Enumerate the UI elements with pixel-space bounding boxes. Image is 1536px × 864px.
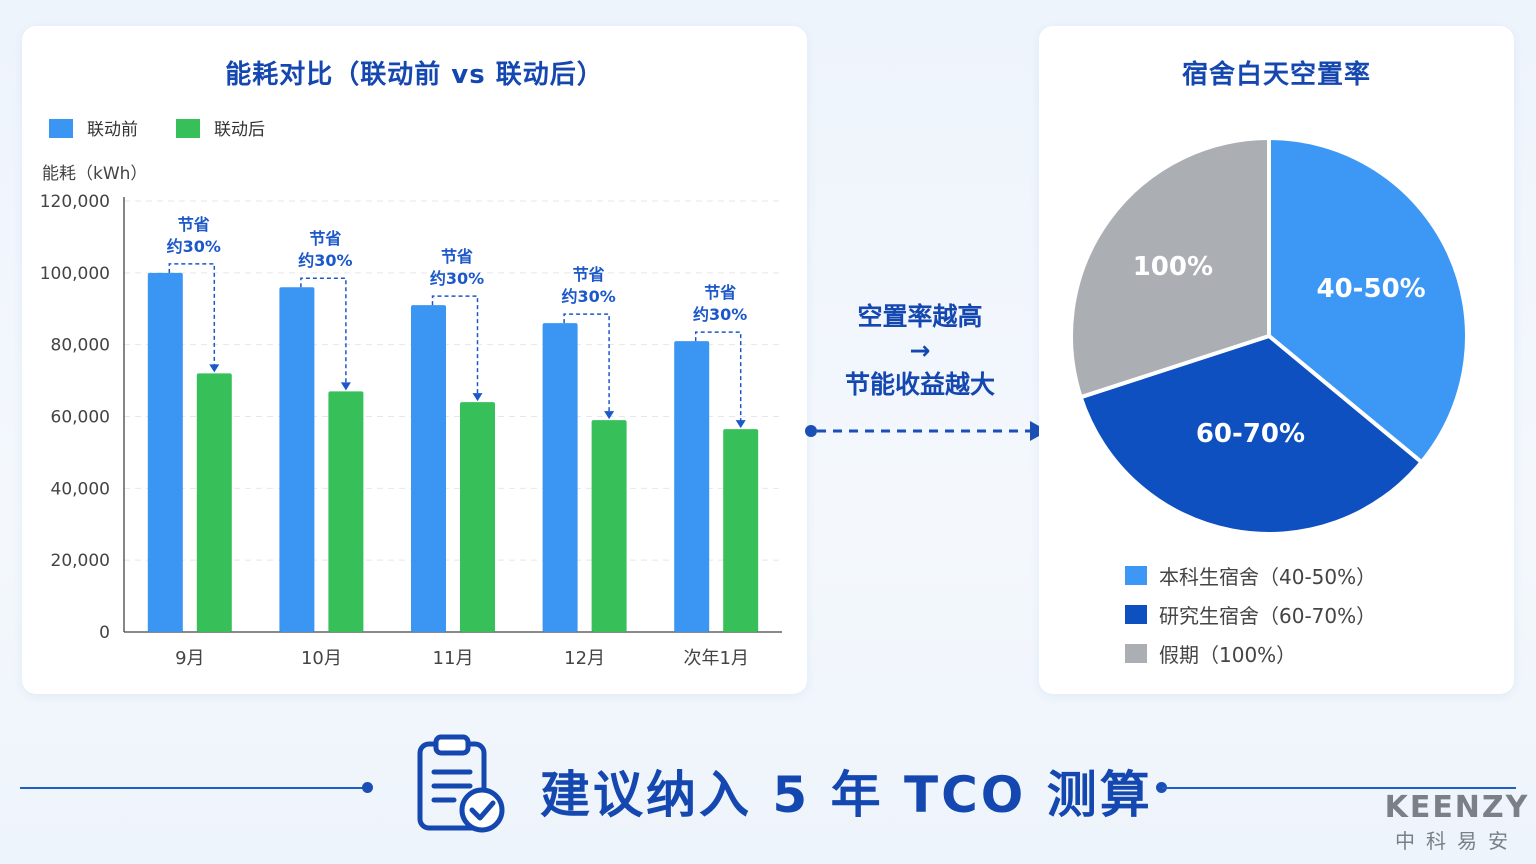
y-tick-label: 0	[99, 623, 110, 643]
middle-line-2: 节能收益越大	[844, 370, 995, 399]
middle-arrow: →	[909, 336, 931, 365]
legend-swatch-after	[176, 119, 200, 138]
y-tick-label: 100,000	[40, 264, 110, 284]
bar-before	[542, 323, 578, 632]
savings-label-line2: 约30%	[693, 305, 747, 324]
pie-legend-item-holiday: 假期（100%）	[1125, 634, 1376, 673]
x-tick-label: 10月	[301, 648, 342, 669]
y-tick-label: 40,000	[51, 479, 110, 499]
y-tick-label: 60,000	[51, 408, 110, 428]
footer-dot-left	[362, 782, 373, 793]
middle-note: 空置率越高 → 节能收益越大	[820, 300, 1020, 402]
pie-legend-item-undergrad: 本科生宿舍（40-50%）	[1125, 556, 1376, 595]
savings-bracket	[431, 295, 479, 395]
savings-label-line2: 约30%	[167, 237, 221, 256]
brand-name-cn: 中科易安	[1395, 829, 1519, 853]
x-tick-label: 9月	[175, 648, 204, 669]
savings-bracket	[300, 277, 347, 384]
bar-after	[723, 429, 759, 632]
savings-bracket	[694, 331, 742, 422]
savings-arrow-head	[209, 364, 220, 373]
dashed-arrow-icon	[805, 421, 1048, 441]
bar-after	[460, 402, 495, 632]
clipboard-check-icon	[417, 734, 505, 833]
brand-logo: KEENZY 中科易安	[1384, 790, 1530, 854]
pie-chart-title: 宿舍白天空置率	[1181, 60, 1371, 90]
pie-slice	[1069, 135, 1271, 400]
pie-slice-label: 60-70%	[1196, 419, 1305, 449]
pie-slice	[1267, 135, 1469, 466]
bar-after	[328, 391, 364, 632]
savings-label-line1: 节省	[704, 283, 736, 302]
savings-label-line1: 节省	[441, 247, 473, 266]
legend-label: 联动前	[87, 120, 138, 140]
bar-before	[279, 287, 315, 632]
pie-slice-label: 40-50%	[1317, 274, 1426, 304]
legend-swatch-before	[49, 119, 73, 138]
y-tick-label: 120,000	[40, 192, 110, 212]
bar-after	[591, 420, 627, 632]
y-tick-label: 20,000	[51, 551, 110, 571]
savings-bracket	[168, 263, 216, 366]
pie-legend-label: 研究生宿舍（60-70%）	[1159, 604, 1377, 628]
savings-label-line1: 节省	[309, 229, 341, 248]
savings-label-line1: 节省	[573, 265, 605, 284]
savings-arrow-head	[604, 411, 615, 420]
footer-divider-right	[1162, 787, 1516, 789]
footer-recommendation: 建议纳入 5 年 TCO 测算	[540, 766, 1153, 824]
legend-swatch	[1125, 605, 1147, 624]
savings-arrow-head	[472, 393, 483, 402]
x-tick-label: 12月	[564, 648, 605, 669]
bar-before	[674, 341, 710, 632]
savings-label-line2: 约30%	[430, 269, 484, 288]
y-axis-label: 能耗（kWh）	[42, 164, 147, 184]
pie-legend-label: 假期（100%）	[1159, 643, 1297, 667]
pie-slice-label: 100%	[1133, 252, 1213, 282]
savings-label-line2: 约30%	[561, 287, 615, 306]
middle-line-1: 空置率越高	[857, 302, 983, 331]
bar-after	[196, 373, 232, 632]
pie-slice	[1078, 333, 1425, 536]
energy-comparison-card: 能耗对比（联动前 vs 联动后） 联动前 联动后能耗（kWh） 0 20,000 40,…	[22, 26, 807, 694]
pie-legend-item-grad: 研究生宿舍（60-70%）	[1125, 595, 1376, 634]
brand-name-en: KEENZY	[1384, 790, 1530, 825]
pie-legend: 本科生宿舍（40-50%） 研究生宿舍（60-70%） 假期（100%）	[1125, 556, 1376, 673]
pie-chart: 40-50% 60-70% 100%	[1069, 135, 1469, 536]
footer-divider-left	[20, 787, 370, 789]
savings-arrow-head	[735, 420, 746, 429]
x-tick-label: 11月	[433, 648, 474, 669]
bar-before	[147, 272, 183, 632]
savings-arrow-head	[340, 382, 351, 391]
savings-label-line1: 节省	[178, 215, 210, 234]
legend-swatch	[1125, 644, 1147, 663]
legend-label: 联动后	[214, 120, 265, 140]
bar-chart-title: 能耗对比（联动前 vs 联动后）	[225, 60, 604, 90]
vacancy-rate-card: 宿舍白天空置率 40-50% 60-70% 100% 本科生宿舍（40-50%） 研…	[1039, 26, 1514, 694]
footer-dot-right	[1156, 782, 1167, 793]
bar-before	[411, 305, 446, 632]
savings-label-line2: 约30%	[298, 251, 352, 270]
legend-swatch	[1125, 566, 1147, 585]
x-tick-label: 次年1月	[683, 648, 748, 669]
y-tick-label: 80,000	[51, 336, 110, 356]
savings-bracket	[563, 313, 610, 413]
pie-legend-label: 本科生宿舍（40-50%）	[1159, 565, 1377, 589]
